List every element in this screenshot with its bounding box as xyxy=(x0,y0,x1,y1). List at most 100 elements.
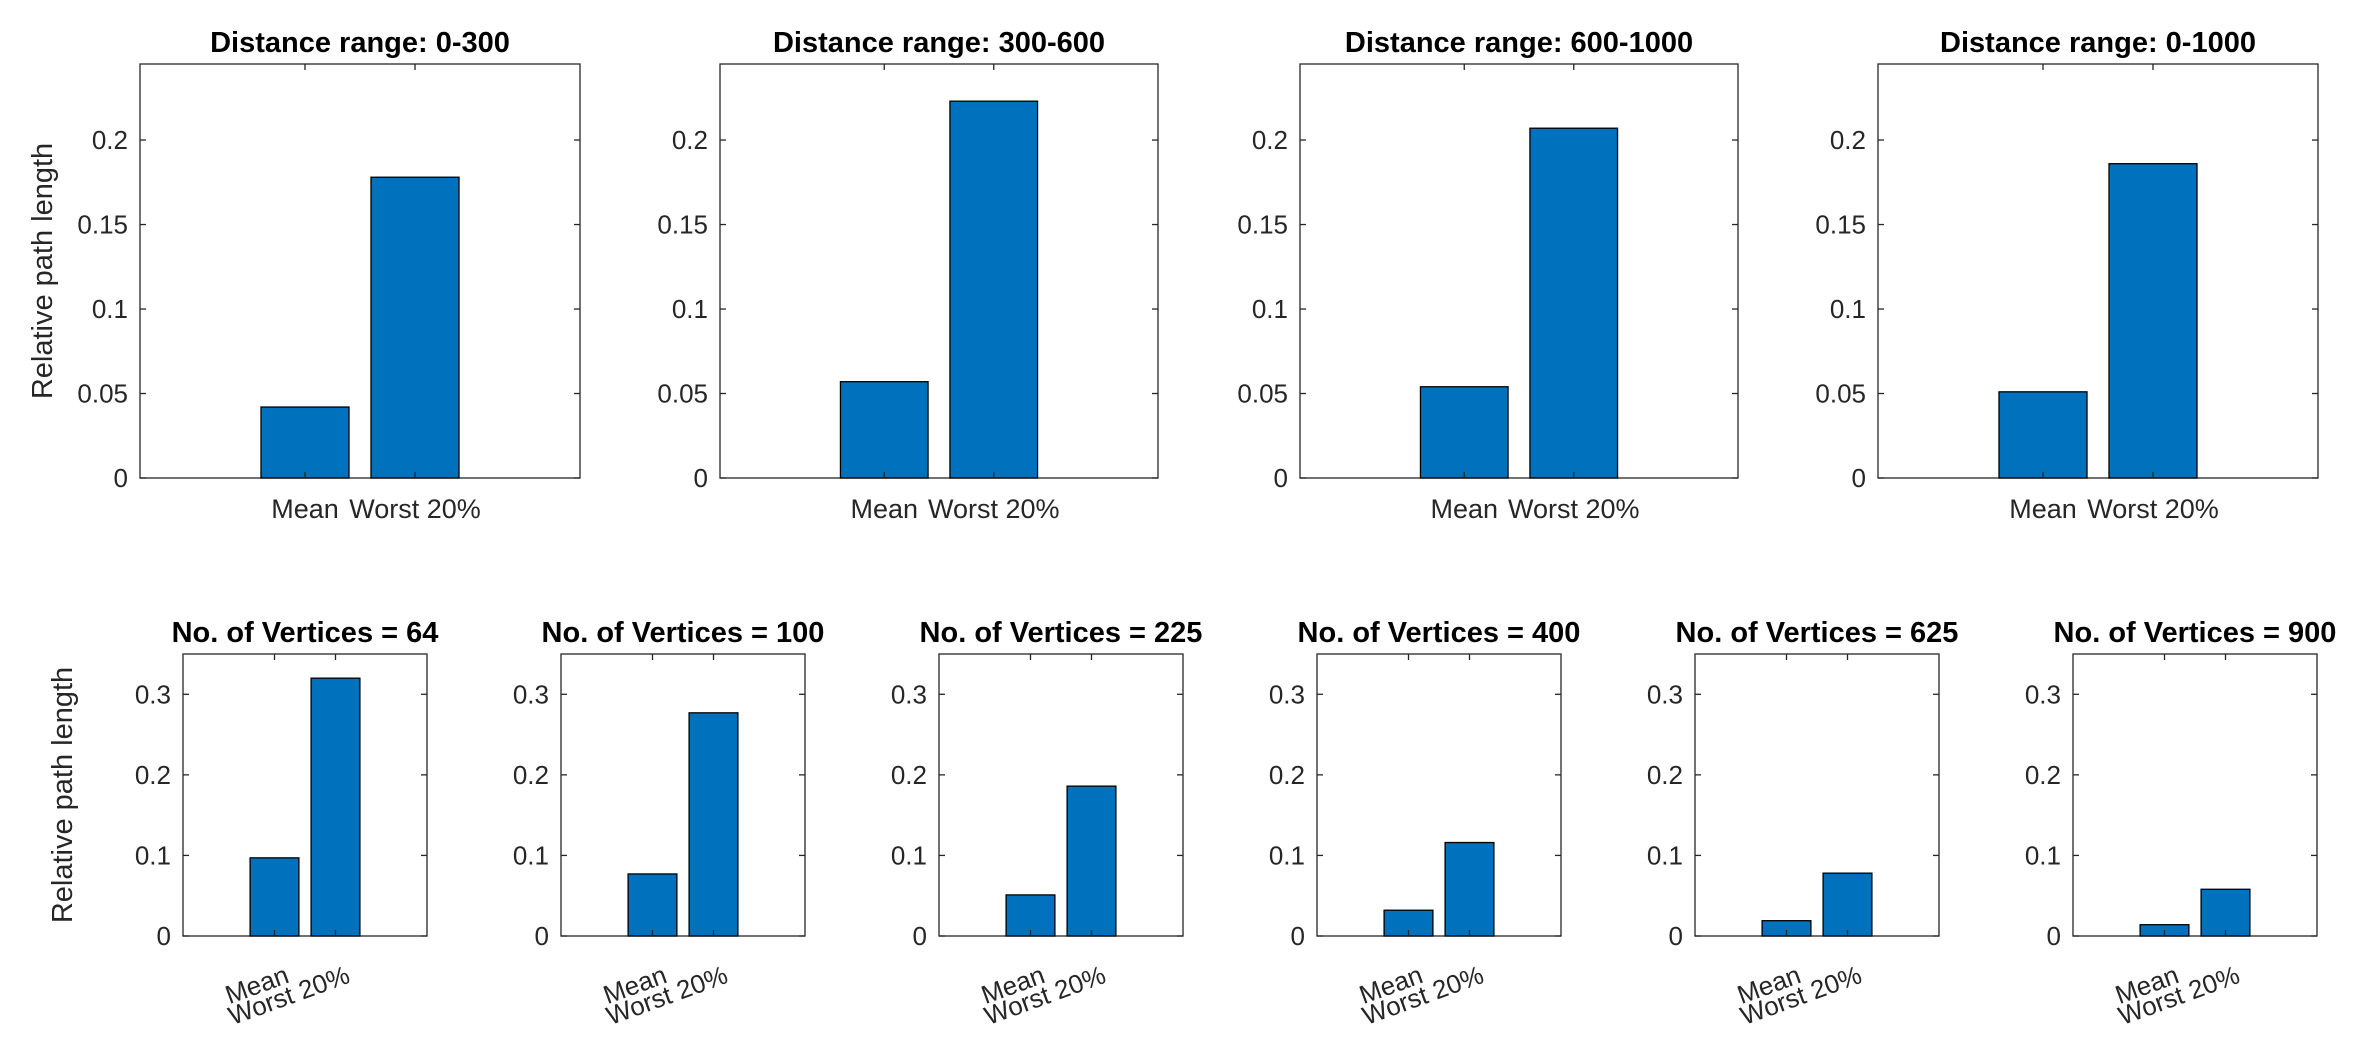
y-tick-label: 0 xyxy=(1291,921,1305,951)
y-tick-label: 0.15 xyxy=(77,210,128,240)
x-tick-label: Mean xyxy=(1430,494,1498,524)
y-tick-label: 0.3 xyxy=(1647,679,1683,709)
axes-frame xyxy=(182,653,428,937)
y-axis-label: Relative path length xyxy=(47,667,79,923)
y-tick-label: 0.2 xyxy=(513,760,549,790)
y-tick-label: 0.15 xyxy=(657,210,708,240)
chart-title: No. of Vertices = 400 xyxy=(1298,617,1581,649)
axes-frame xyxy=(560,653,806,937)
bar-worst-20 xyxy=(1066,785,1117,937)
y-tick-label: 0.05 xyxy=(1815,379,1866,409)
y-tick-label: 0.1 xyxy=(672,294,708,324)
axes-frame xyxy=(1877,63,2319,479)
subplot-1: 0 0.05 0.1 0.15 0.2 Mean Worst 20% Distance ran… xyxy=(27,27,581,524)
chart-title: Distance range: 600-1000 xyxy=(1345,27,1693,59)
bar-worst-20 xyxy=(310,677,361,937)
y-tick-label: 0.3 xyxy=(891,679,927,709)
bar-worst-20 xyxy=(949,100,1039,479)
chart-title: Distance range: 0-1000 xyxy=(1940,27,2256,59)
y-tick-label: 0.1 xyxy=(891,840,927,870)
chart-title: No. of Vertices = 64 xyxy=(172,617,439,649)
y-tick-label: 0.3 xyxy=(1269,679,1305,709)
y-tick-label: 0.2 xyxy=(1252,125,1288,155)
bar-mean xyxy=(627,873,678,937)
y-tick-label: 0.15 xyxy=(1815,210,1866,240)
y-tick-label: 0 xyxy=(535,921,549,951)
y-tick-label: 0.2 xyxy=(891,760,927,790)
y-tick-label: 0.3 xyxy=(513,679,549,709)
axes-frame xyxy=(2072,653,2318,937)
bar-mean xyxy=(1419,386,1509,479)
y-tick-label: 0 xyxy=(694,463,708,493)
y-tick-label: 0.1 xyxy=(92,294,128,324)
x-tick-label: Worst 20% xyxy=(349,494,481,524)
bar-mean xyxy=(1998,391,2088,479)
y-tick-label: 0.05 xyxy=(1237,379,1288,409)
y-tick-label: 0.1 xyxy=(1647,840,1683,870)
axes-frame xyxy=(1316,653,1562,937)
y-tick-label: 0.2 xyxy=(1830,125,1866,155)
chart-title: No. of Vertices = 625 xyxy=(1676,617,1959,649)
x-tick-label: Worst 20% xyxy=(1508,494,1640,524)
y-tick-label: 0 xyxy=(2047,921,2061,951)
bar-mean xyxy=(260,406,350,479)
y-tick-label: 0 xyxy=(1274,463,1288,493)
x-tick-label: Worst 20% xyxy=(980,959,1109,1031)
subplot-3: 0 0.05 0.1 0.15 0.2 Mean Worst 20% Distance ran… xyxy=(1237,27,1739,524)
bar-worst-20 xyxy=(370,176,460,479)
bar-worst-20 xyxy=(1822,872,1873,937)
y-tick-label: 0 xyxy=(1852,463,1866,493)
x-tick-label: Worst 20% xyxy=(602,959,731,1031)
bar-mean xyxy=(839,381,929,479)
x-tick-label: Worst 20% xyxy=(2114,959,2243,1031)
bar-worst-20 xyxy=(2108,163,2198,479)
y-tick-label: 0.1 xyxy=(135,840,171,870)
chart-title: No. of Vertices = 100 xyxy=(542,617,825,649)
bar-mean xyxy=(1005,894,1056,937)
y-tick-label: 0.2 xyxy=(672,125,708,155)
y-tick-label: 0 xyxy=(913,921,927,951)
bar-worst-20 xyxy=(1444,841,1495,937)
chart-title: No. of Vertices = 900 xyxy=(2054,617,2337,649)
bar-worst-20 xyxy=(2200,888,2251,937)
y-tick-label: 0 xyxy=(114,463,128,493)
y-tick-label: 0.15 xyxy=(1237,210,1288,240)
axes-frame xyxy=(1299,63,1739,479)
x-tick-label: Mean xyxy=(850,494,918,524)
axes-frame xyxy=(139,63,581,479)
y-tick-label: 0.3 xyxy=(2025,679,2061,709)
y-tick-label: 0.1 xyxy=(1252,294,1288,324)
x-tick-label: Mean xyxy=(2009,494,2077,524)
x-tick-label: Worst 20% xyxy=(1736,959,1865,1031)
subplot-2: 0 0.05 0.1 0.15 0.2 Mean Worst 20% Distance ran… xyxy=(657,27,1159,524)
y-tick-label: 0.1 xyxy=(1830,294,1866,324)
y-tick-label: 0.2 xyxy=(1269,760,1305,790)
y-tick-label: 0.3 xyxy=(135,679,171,709)
bar-mean xyxy=(249,857,300,937)
y-tick-label: 0.2 xyxy=(1647,760,1683,790)
y-tick-label: 0.1 xyxy=(1269,840,1305,870)
x-tick-label: Worst 20% xyxy=(224,959,353,1031)
y-tick-label: 0.05 xyxy=(77,379,128,409)
chart-title: No. of Vertices = 225 xyxy=(920,617,1203,649)
y-axis-label: Relative path length xyxy=(27,143,59,399)
y-tick-label: 0.1 xyxy=(2025,840,2061,870)
bar-worst-20 xyxy=(1529,127,1619,479)
y-tick-label: 0.05 xyxy=(657,379,708,409)
y-tick-label: 0 xyxy=(157,921,171,951)
y-tick-label: 0.2 xyxy=(92,125,128,155)
axes-frame xyxy=(1694,653,1940,937)
axes-frame xyxy=(938,653,1184,937)
x-tick-label: Mean xyxy=(271,494,339,524)
bar-worst-20 xyxy=(688,712,739,937)
x-tick-label: Worst 20% xyxy=(2087,494,2219,524)
y-tick-label: 0.2 xyxy=(2025,760,2061,790)
subplot-4: 0 0.05 0.1 0.15 0.2 Mean Worst 20% Distance ran… xyxy=(1815,27,2319,524)
